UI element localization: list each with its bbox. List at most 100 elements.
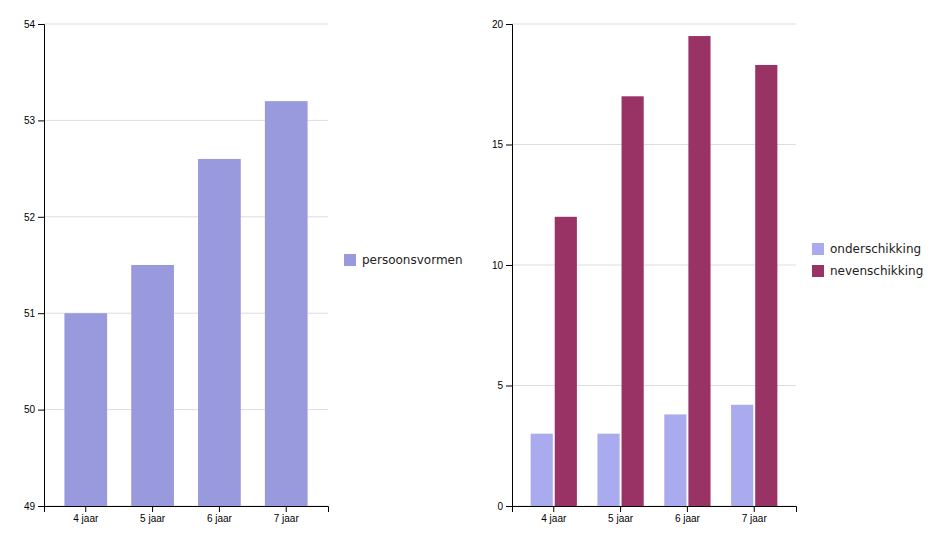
tick-label: 5 <box>497 380 503 391</box>
y-axis: 49 50 51 52 53 54 <box>24 19 45 512</box>
legend-swatch <box>344 254 356 266</box>
tick-mark <box>506 145 512 146</box>
legend-label: nevenschikking <box>830 264 923 278</box>
tick: 7 jaar <box>274 506 300 524</box>
legend-label: persoonsvormen <box>362 253 463 267</box>
grid <box>44 24 328 506</box>
x-axis: 4 jaar 5 jaar 6 jaar 7 jaar <box>45 506 329 524</box>
tick-mark <box>85 506 86 512</box>
tick-mark <box>38 313 44 314</box>
tick: 5 jaar <box>140 506 166 524</box>
legend-entry: persoonsvormen <box>344 253 463 267</box>
tick: 15 <box>492 139 512 150</box>
tick-mark <box>38 410 44 411</box>
tick-label: 51 <box>24 308 36 319</box>
series <box>64 101 307 506</box>
tick-label: 53 <box>24 115 36 126</box>
tick-label: 0 <box>497 501 503 512</box>
tick-label: 4 jaar <box>541 513 567 524</box>
grid-line <box>44 24 328 25</box>
tick: 4 jaar <box>541 506 567 524</box>
bar <box>664 414 686 506</box>
legend-swatch <box>812 243 824 255</box>
grid-line <box>512 144 796 145</box>
tick-label: 20 <box>492 19 504 30</box>
bar <box>755 65 777 506</box>
tick: 49 <box>24 501 44 512</box>
grid-line <box>512 24 796 25</box>
bar <box>531 434 553 506</box>
bars <box>531 36 778 506</box>
bar <box>64 313 107 506</box>
tick: 4 jaar <box>73 506 99 524</box>
tick-mark <box>219 506 220 512</box>
tick-mark <box>38 506 44 507</box>
tick-label: 5 jaar <box>140 513 166 524</box>
axis-line <box>45 507 329 513</box>
legend-label: onderschikking <box>830 242 921 256</box>
tick-label: 15 <box>492 139 504 150</box>
tick-label: 6 jaar <box>675 513 701 524</box>
tick: 5 jaar <box>608 506 634 524</box>
tick-mark <box>553 506 554 512</box>
tick-mark <box>506 386 512 387</box>
tick-label: 10 <box>492 260 504 271</box>
bars <box>64 101 307 506</box>
tick-label: 54 <box>24 19 36 30</box>
legend: persoonsvormen <box>344 253 463 267</box>
tick: 7 jaar <box>742 506 768 524</box>
axis-line <box>38 25 45 507</box>
chart: 0 5 10 15 20 4 jaar 5 jaar 6 jaar 7 jaar ondersch… <box>492 19 923 524</box>
axis-line <box>506 25 513 507</box>
grid-line <box>512 265 796 266</box>
tick-mark <box>152 506 153 512</box>
tick-label: 50 <box>24 404 36 415</box>
series <box>555 36 778 506</box>
tick-mark <box>506 506 512 507</box>
tick: 20 <box>492 19 512 30</box>
tick-label: 6 jaar <box>207 513 233 524</box>
tick-mark <box>620 506 621 512</box>
bar <box>597 434 619 506</box>
tick: 52 <box>24 212 44 223</box>
tick-label: 7 jaar <box>742 513 768 524</box>
tick: 0 <box>497 501 512 512</box>
tick: 10 <box>492 260 512 271</box>
y-axis: 0 5 10 15 20 <box>492 19 513 512</box>
chart: 49 50 51 52 53 54 4 jaar 5 jaar 6 jaar 7 jaar pers… <box>24 19 463 524</box>
bar <box>555 217 577 506</box>
tick: 6 jaar <box>675 506 701 524</box>
tick: 6 jaar <box>207 506 233 524</box>
tick: 53 <box>24 115 44 126</box>
tick-mark <box>286 506 287 512</box>
tick: 51 <box>24 308 44 319</box>
tick-mark <box>38 120 44 121</box>
legend-entry: onderschikking <box>812 242 921 256</box>
tick-label: 52 <box>24 212 36 223</box>
legend: onderschikking nevenschikking <box>812 242 923 278</box>
tick-label: 7 jaar <box>274 513 300 524</box>
legend-swatch <box>812 265 824 277</box>
axis-line <box>513 507 797 513</box>
tick-mark <box>687 506 688 512</box>
canvas: 4950515253544 jaar5 jaar6 jaar7 jaarpers… <box>0 0 936 542</box>
grid-line <box>512 385 796 386</box>
tick-label: 4 jaar <box>73 513 99 524</box>
tick-mark <box>38 24 44 25</box>
tick-mark <box>506 24 512 25</box>
tick-mark <box>506 265 512 266</box>
tick-mark <box>754 506 755 512</box>
legend-entry: nevenschikking <box>812 264 923 278</box>
tick: 50 <box>24 404 44 415</box>
x-axis: 4 jaar 5 jaar 6 jaar 7 jaar <box>513 506 797 524</box>
tick: 54 <box>24 19 44 30</box>
tick: 5 <box>497 380 512 391</box>
bar <box>731 405 753 506</box>
bar <box>131 265 174 506</box>
bar <box>198 159 241 506</box>
bar <box>622 96 644 506</box>
grid <box>512 24 796 506</box>
bar <box>688 36 710 506</box>
tick-label: 49 <box>24 501 36 512</box>
bar <box>265 101 308 506</box>
